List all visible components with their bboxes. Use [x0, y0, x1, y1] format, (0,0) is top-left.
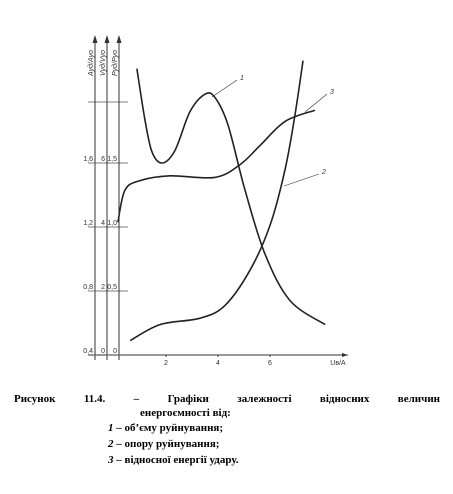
- y-tick-label: 0: [113, 348, 117, 355]
- chart: Uв/A 2 4 6 Aуд/Aуо 0,4 0,8 1,2 1,6 Vуд/Vуо 0 2 4 6 Pуд…: [83, 35, 348, 367]
- y-tick-label: 0,4: [83, 348, 93, 355]
- y-tick-label: 1,2: [83, 220, 93, 227]
- x-tick-label: 6: [268, 360, 272, 367]
- y-tick-label: 1,0: [107, 220, 117, 227]
- item-number: 2: [108, 438, 114, 450]
- leader-line: [211, 79, 238, 98]
- curve-label: 2: [321, 169, 326, 176]
- y-tick-label: 2: [101, 284, 105, 291]
- y-axis-arrow: [92, 35, 98, 43]
- caption-item: 3 – відносної енергії удару.: [108, 452, 239, 468]
- caption-title: Рисунок 11.4. – Графіки залежності відно…: [14, 393, 440, 405]
- y-axis-arrow: [104, 35, 110, 43]
- item-number: 1: [108, 422, 114, 434]
- caption-item: 2 – опору руйнування;: [108, 436, 239, 452]
- y-tick-label: 1,6: [83, 156, 93, 163]
- y-tick-label: 0,8: [83, 284, 93, 291]
- x-axis-arrow: [342, 353, 348, 357]
- y-axis-label: Pуд/Pуо: [111, 50, 119, 76]
- item-text: – відносної енергії удару.: [116, 454, 239, 466]
- y-axis-arrow: [116, 35, 122, 43]
- leader-line: [304, 93, 328, 113]
- curve: [117, 109, 316, 223]
- y-axis-label: Aуд/Aуо: [87, 50, 95, 77]
- curve: [136, 68, 326, 326]
- x-tick-label: 2: [164, 360, 168, 367]
- curve-label: 1: [240, 75, 244, 82]
- item-number: 3: [108, 454, 114, 466]
- y-tick-label: 0: [101, 348, 105, 355]
- leader-line: [283, 173, 320, 187]
- y-tick-label: 4: [101, 220, 105, 227]
- caption-title-end: енергоємності від:: [140, 407, 231, 419]
- x-tick-label: 4: [216, 360, 220, 367]
- caption-items: 1 – об’єму руйнування; 2 – опору руйнуван…: [108, 420, 239, 468]
- x-axis-label: Uв/A: [330, 360, 346, 367]
- item-text: – опору руйнування;: [116, 438, 220, 450]
- y-tick-label: 1,5: [107, 156, 117, 163]
- caption-item: 1 – об’єму руйнування;: [108, 420, 239, 436]
- y-tick-label: 6: [101, 156, 105, 163]
- y-axis-label: Vуд/Vуо: [99, 50, 107, 76]
- y-tick-label: 0,5: [107, 284, 117, 291]
- item-text: – об’єму руйнування;: [116, 422, 224, 434]
- curve: [129, 60, 304, 342]
- curve-label: 3: [330, 89, 334, 96]
